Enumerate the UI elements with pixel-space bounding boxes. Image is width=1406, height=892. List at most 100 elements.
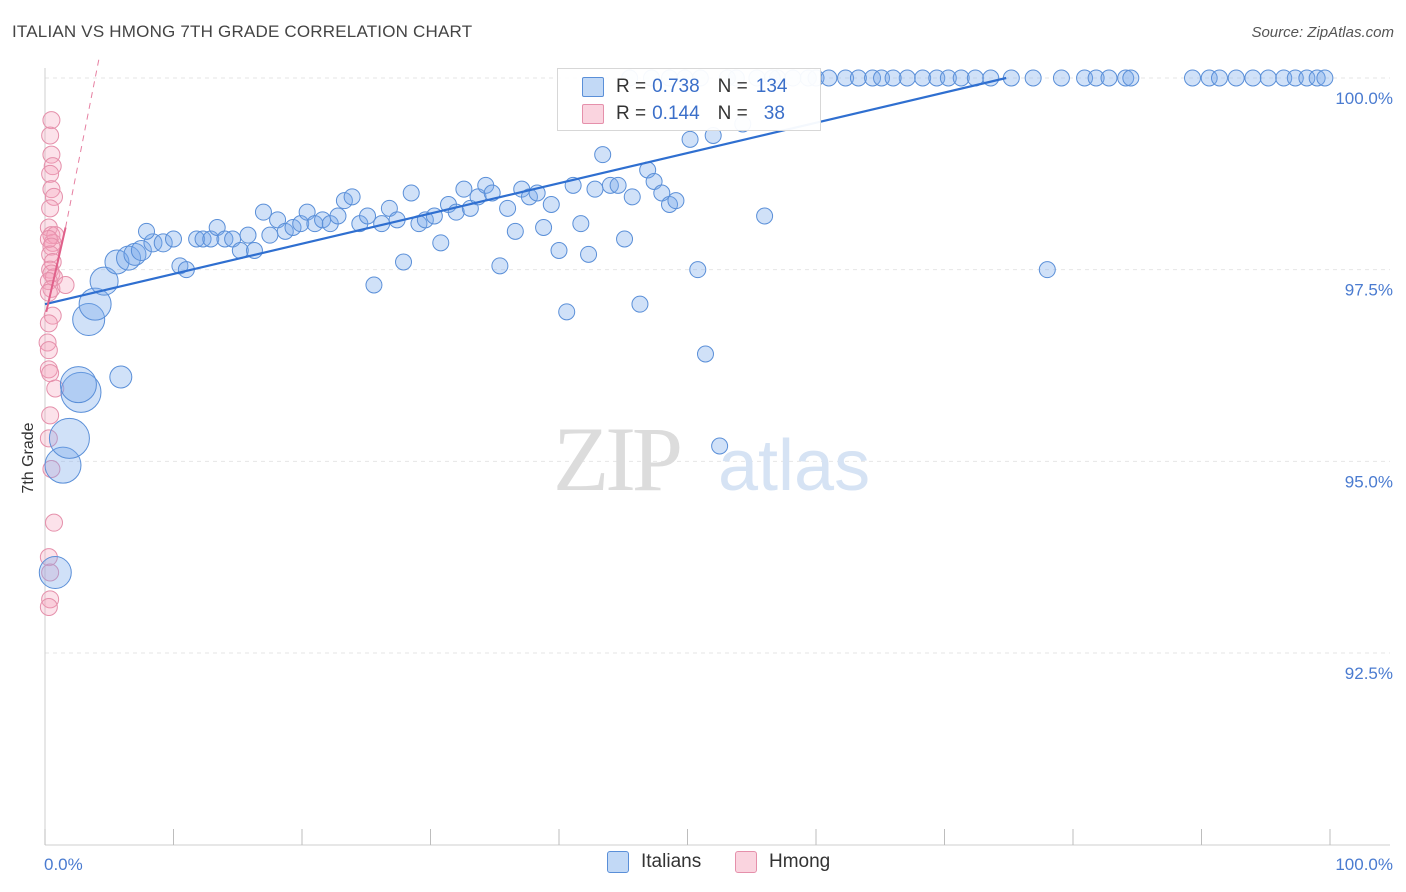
italians-point bbox=[329, 207, 347, 225]
italians-point bbox=[48, 417, 90, 459]
italians-point bbox=[689, 261, 707, 279]
italians-point bbox=[542, 196, 560, 213]
hmong-point bbox=[44, 513, 63, 532]
italians-point bbox=[1122, 69, 1140, 87]
italians-point bbox=[873, 69, 891, 87]
italians-point bbox=[952, 69, 970, 87]
hmong-point bbox=[42, 111, 61, 130]
italians-point bbox=[914, 69, 932, 87]
hmong-trendline bbox=[45, 227, 67, 313]
italians-point bbox=[284, 219, 302, 236]
italians-point bbox=[1038, 261, 1056, 279]
italians-point bbox=[359, 207, 377, 225]
italians-point bbox=[631, 295, 649, 313]
italians-point bbox=[116, 245, 142, 271]
hmong-point bbox=[41, 406, 60, 425]
hmong-point bbox=[44, 187, 63, 206]
italians-point bbox=[681, 130, 699, 148]
italians-point bbox=[1227, 69, 1245, 87]
legend-item-hmong[interactable]: Hmong bbox=[735, 851, 830, 873]
italians-trendline bbox=[44, 76, 1007, 306]
italians-point bbox=[898, 69, 916, 87]
x-tick-label: 0.0% bbox=[44, 855, 83, 874]
series-legend: Italians Hmong bbox=[0, 851, 1406, 879]
legend-row-italians: R = 0.738 N = 134 bbox=[582, 74, 787, 100]
italians-point bbox=[455, 180, 473, 198]
hmong-point bbox=[42, 237, 61, 256]
italians-point bbox=[696, 345, 714, 363]
hmong-point bbox=[38, 333, 57, 352]
y-tick-label: 97.5% bbox=[1345, 281, 1393, 300]
italians-point bbox=[756, 207, 774, 225]
italians-point bbox=[939, 69, 957, 87]
italians-point bbox=[138, 222, 156, 240]
italians-point bbox=[1259, 69, 1277, 87]
axes-layer: 92.5% 95.0% 97.5% 100.0% 0.0% 100.0% bbox=[44, 68, 1393, 874]
italians-point bbox=[535, 219, 553, 236]
italians-point bbox=[616, 230, 634, 248]
trend-lines bbox=[44, 58, 1007, 313]
italians-point bbox=[1100, 69, 1118, 87]
legend-swatch-italians bbox=[607, 851, 629, 873]
italians-point bbox=[623, 188, 641, 206]
hmong-point bbox=[41, 126, 60, 145]
italians-point bbox=[38, 556, 72, 589]
legend-label-italians: Italians bbox=[641, 851, 702, 872]
hmong-point bbox=[56, 276, 75, 294]
legend-r-value: 0.144 bbox=[652, 103, 700, 124]
legend-r-label: R = bbox=[616, 103, 647, 124]
italians-series bbox=[38, 69, 1334, 589]
legend-n-value: 38 bbox=[763, 103, 785, 124]
italians-point bbox=[864, 69, 882, 87]
italians-point bbox=[667, 192, 685, 210]
legend-r-label: R = bbox=[616, 76, 647, 97]
italians-point bbox=[506, 222, 524, 240]
italians-point bbox=[365, 276, 383, 294]
italians-point bbox=[44, 446, 82, 484]
italians-point bbox=[402, 184, 420, 202]
legend-n-value: 134 bbox=[755, 76, 788, 97]
watermark: ZIP atlas bbox=[553, 408, 870, 510]
italians-point bbox=[1024, 69, 1042, 87]
italians-point bbox=[1200, 69, 1218, 87]
hmong-point bbox=[42, 145, 61, 164]
chart-title: ITALIAN VS HMONG 7TH GRADE CORRELATION C… bbox=[12, 22, 473, 41]
legend-item-italians[interactable]: Italians bbox=[607, 851, 701, 873]
italians-point bbox=[558, 303, 576, 321]
italians-point bbox=[1210, 69, 1228, 87]
italians-point bbox=[1275, 69, 1293, 87]
hmong-point bbox=[39, 429, 58, 448]
legend-n-label: N = bbox=[717, 103, 748, 124]
legend-n-label: N = bbox=[717, 76, 748, 97]
hmong-trendline-extension bbox=[65, 58, 100, 228]
italians-point bbox=[711, 437, 729, 455]
italians-point bbox=[188, 230, 206, 248]
legend-row-hmong: R = 0.144 N = 38 bbox=[582, 101, 785, 127]
italians-point bbox=[432, 234, 450, 252]
y-tick-label: 100.0% bbox=[1335, 89, 1393, 108]
italians-point bbox=[884, 69, 902, 87]
watermark-zip: ZIP bbox=[553, 408, 680, 510]
italians-point bbox=[239, 226, 257, 244]
italians-point bbox=[1052, 69, 1070, 87]
italians-point bbox=[499, 199, 517, 217]
italians-point bbox=[1087, 69, 1105, 87]
watermark-atlas: atlas bbox=[718, 426, 870, 506]
italians-point bbox=[165, 230, 182, 248]
italians-point bbox=[59, 366, 97, 404]
italians-point bbox=[1244, 69, 1262, 87]
italians-point bbox=[109, 365, 133, 389]
italians-point bbox=[572, 215, 590, 233]
legend-swatch-hmong bbox=[582, 104, 604, 124]
legend-label-hmong: Hmong bbox=[769, 851, 831, 872]
hmong-point bbox=[46, 379, 65, 398]
y-tick-label: 92.5% bbox=[1345, 664, 1393, 683]
x-tick-label: 100.0% bbox=[1335, 855, 1393, 874]
hmong-point bbox=[41, 199, 60, 218]
italians-point bbox=[1184, 69, 1202, 87]
legend-swatch-hmong bbox=[735, 851, 757, 873]
italians-point bbox=[820, 69, 838, 87]
legend-r-value: 0.738 bbox=[652, 76, 700, 97]
y-axis-label: 7th Grade bbox=[20, 422, 37, 493]
